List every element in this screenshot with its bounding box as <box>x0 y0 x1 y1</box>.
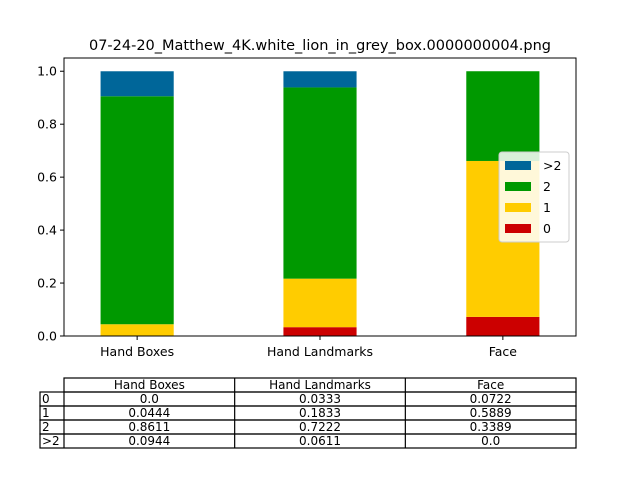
legend-box <box>498 151 570 243</box>
bar-hand-landmarks-series-2 <box>283 87 357 279</box>
table-cell: 0.0 <box>481 434 500 448</box>
table-row-label: >2 <box>42 434 60 448</box>
bar-hand-landmarks-series-1 <box>283 278 357 328</box>
table-cell: 0.0333 <box>299 392 341 406</box>
table-row <box>39 433 577 449</box>
bar-face-series-2 <box>466 71 540 161</box>
table-cell: 0.0944 <box>128 434 170 448</box>
table-cell: 0.0611 <box>299 434 341 448</box>
table-column-header: Hand Boxes <box>114 378 185 392</box>
table-cell: 0.7222 <box>299 420 341 434</box>
y-tick-label: 0.6 <box>37 170 57 185</box>
y-tick-label: 0.2 <box>37 276 57 291</box>
bar-face-series-0 <box>466 316 540 336</box>
legend: >2 2 1 0 <box>498 151 570 243</box>
table-column-header: Hand Landmarks <box>269 378 371 392</box>
bar-hand-landmarks-series-gt2 <box>283 71 357 88</box>
bars-layer <box>100 71 540 336</box>
legend-swatch <box>505 182 531 191</box>
x-axis: Hand Boxes Hand Landmarks Face <box>100 336 517 359</box>
table-cell: 0.3389 <box>470 420 512 434</box>
x-tick-label: Hand Boxes <box>100 344 174 359</box>
legend-swatch <box>505 203 531 212</box>
legend-label: >2 <box>543 158 561 173</box>
table-column-header: Face <box>477 378 504 392</box>
legend-swatch <box>505 224 531 233</box>
table-row-label: 1 <box>42 406 50 420</box>
legend-swatch <box>505 161 531 170</box>
x-tick-label: Face <box>489 344 518 359</box>
bar-hand-boxes-series-1 <box>100 324 174 336</box>
y-axis: 0.0 0.2 0.4 0.6 0.8 1.0 <box>37 64 64 344</box>
y-tick-label: 1.0 <box>37 64 57 79</box>
y-tick-label: 0.8 <box>37 117 57 132</box>
bar-hand-boxes-series-2 <box>100 96 174 325</box>
legend-label: 2 <box>543 179 551 194</box>
table-cell: 0.0444 <box>128 406 170 420</box>
y-tick-label: 0.4 <box>37 223 57 238</box>
table-cell: 0.0722 <box>470 392 512 406</box>
bar-hand-landmarks-series-0 <box>283 327 357 336</box>
table-cell: 0.8611 <box>128 420 170 434</box>
table-row-label: 2 <box>42 420 50 434</box>
table-row-label: 0 <box>42 392 50 406</box>
legend-label: 1 <box>543 200 551 215</box>
y-tick-label: 0.0 <box>37 329 57 344</box>
bar-hand-boxes-series-gt2 <box>100 71 174 97</box>
table-cell: 0.5889 <box>470 406 512 420</box>
chart-title: 07-24-20_Matthew_4K.white_lion_in_grey_b… <box>89 38 551 54</box>
table-cell: 0.1833 <box>299 406 341 420</box>
table-cell: 0.0 <box>140 392 159 406</box>
legend-label: 0 <box>543 221 551 236</box>
x-tick-label: Hand Landmarks <box>267 344 373 359</box>
